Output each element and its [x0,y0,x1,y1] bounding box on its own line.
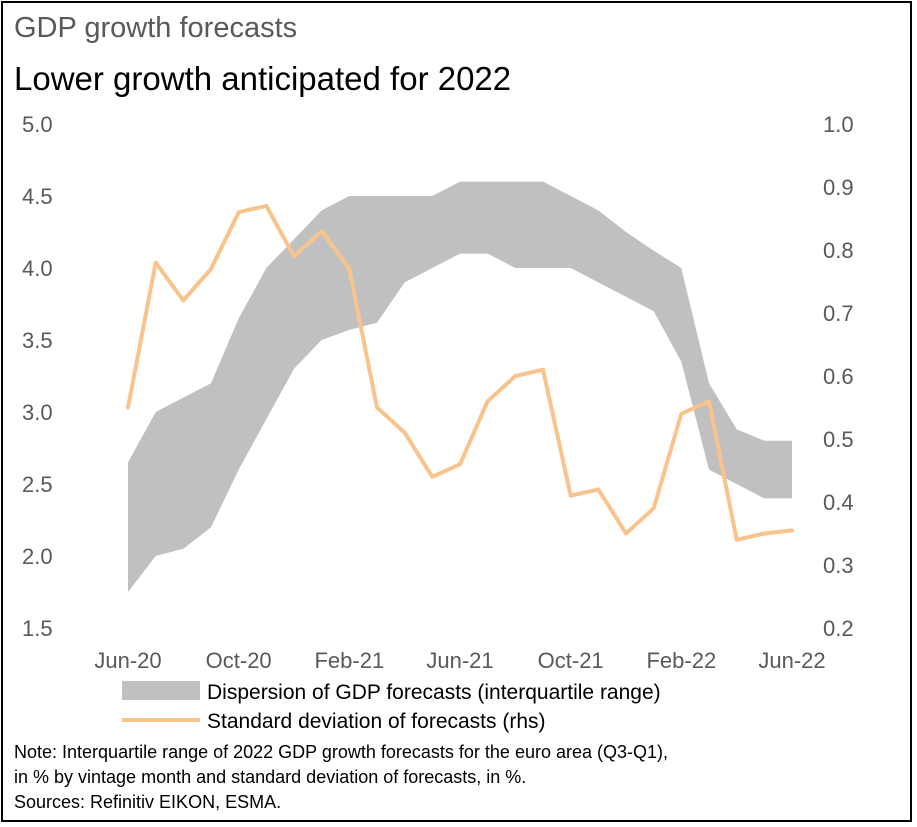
y-right-tick-label: 0.8 [823,238,854,263]
x-tick-label: Jun-20 [94,648,161,673]
y-left-tick-label: 3.5 [22,328,53,353]
note-line-1: Note: Interquartile range of 2022 GDP gr… [14,742,669,762]
y-right-tick-label: 0.6 [823,364,854,389]
y-right-tick-label: 1.0 [823,112,854,137]
x-tick-label: Oct-20 [206,648,272,673]
y-left-tick-label: 3.0 [22,400,53,425]
series-line-stddev [126,203,794,542]
x-tick-label: Jun-21 [426,648,493,673]
x-tick-label: Feb-21 [314,648,384,673]
y-right-tick-label: 0.9 [823,175,854,200]
chart-note: Note: Interquartile range of 2022 GDP gr… [14,740,904,815]
chart-subtitle: Lower growth anticipated for 2022 [14,60,512,97]
legend-swatch-band [122,681,200,700]
y-right-tick-label: 0.5 [823,427,854,452]
y-left-tick-label: 5.0 [22,112,53,137]
legend-label-band: Dispersion of GDP forecasts (interquarti… [207,681,661,704]
note-line-3: Sources: Refinitiv EIKON, ESMA. [14,792,282,812]
y-left-tick-label: 1.5 [22,616,53,641]
legend-label-line: Standard deviation of forecasts (rhs) [207,710,546,733]
x-tick-label: Jun-22 [758,648,825,673]
y-right-tick-label: 0.7 [823,301,854,326]
y-right-tick-label: 0.3 [823,553,854,578]
note-line-2: in % by vintage month and standard devia… [14,767,527,787]
chart-title: GDP growth forecasts [14,12,298,44]
y-left-tick-label: 4.0 [22,256,53,281]
y-right-tick-label: 0.2 [823,616,854,641]
x-tick-label: Feb-22 [646,648,716,673]
y-left-tick-label: 2.0 [22,544,53,569]
x-tick-label: Oct-21 [538,648,604,673]
y-left-tick-label: 4.5 [22,184,53,209]
series-band-iqr [128,181,792,592]
y-left-tick-label: 2.5 [22,472,53,497]
y-right-tick-label: 0.4 [823,490,854,515]
